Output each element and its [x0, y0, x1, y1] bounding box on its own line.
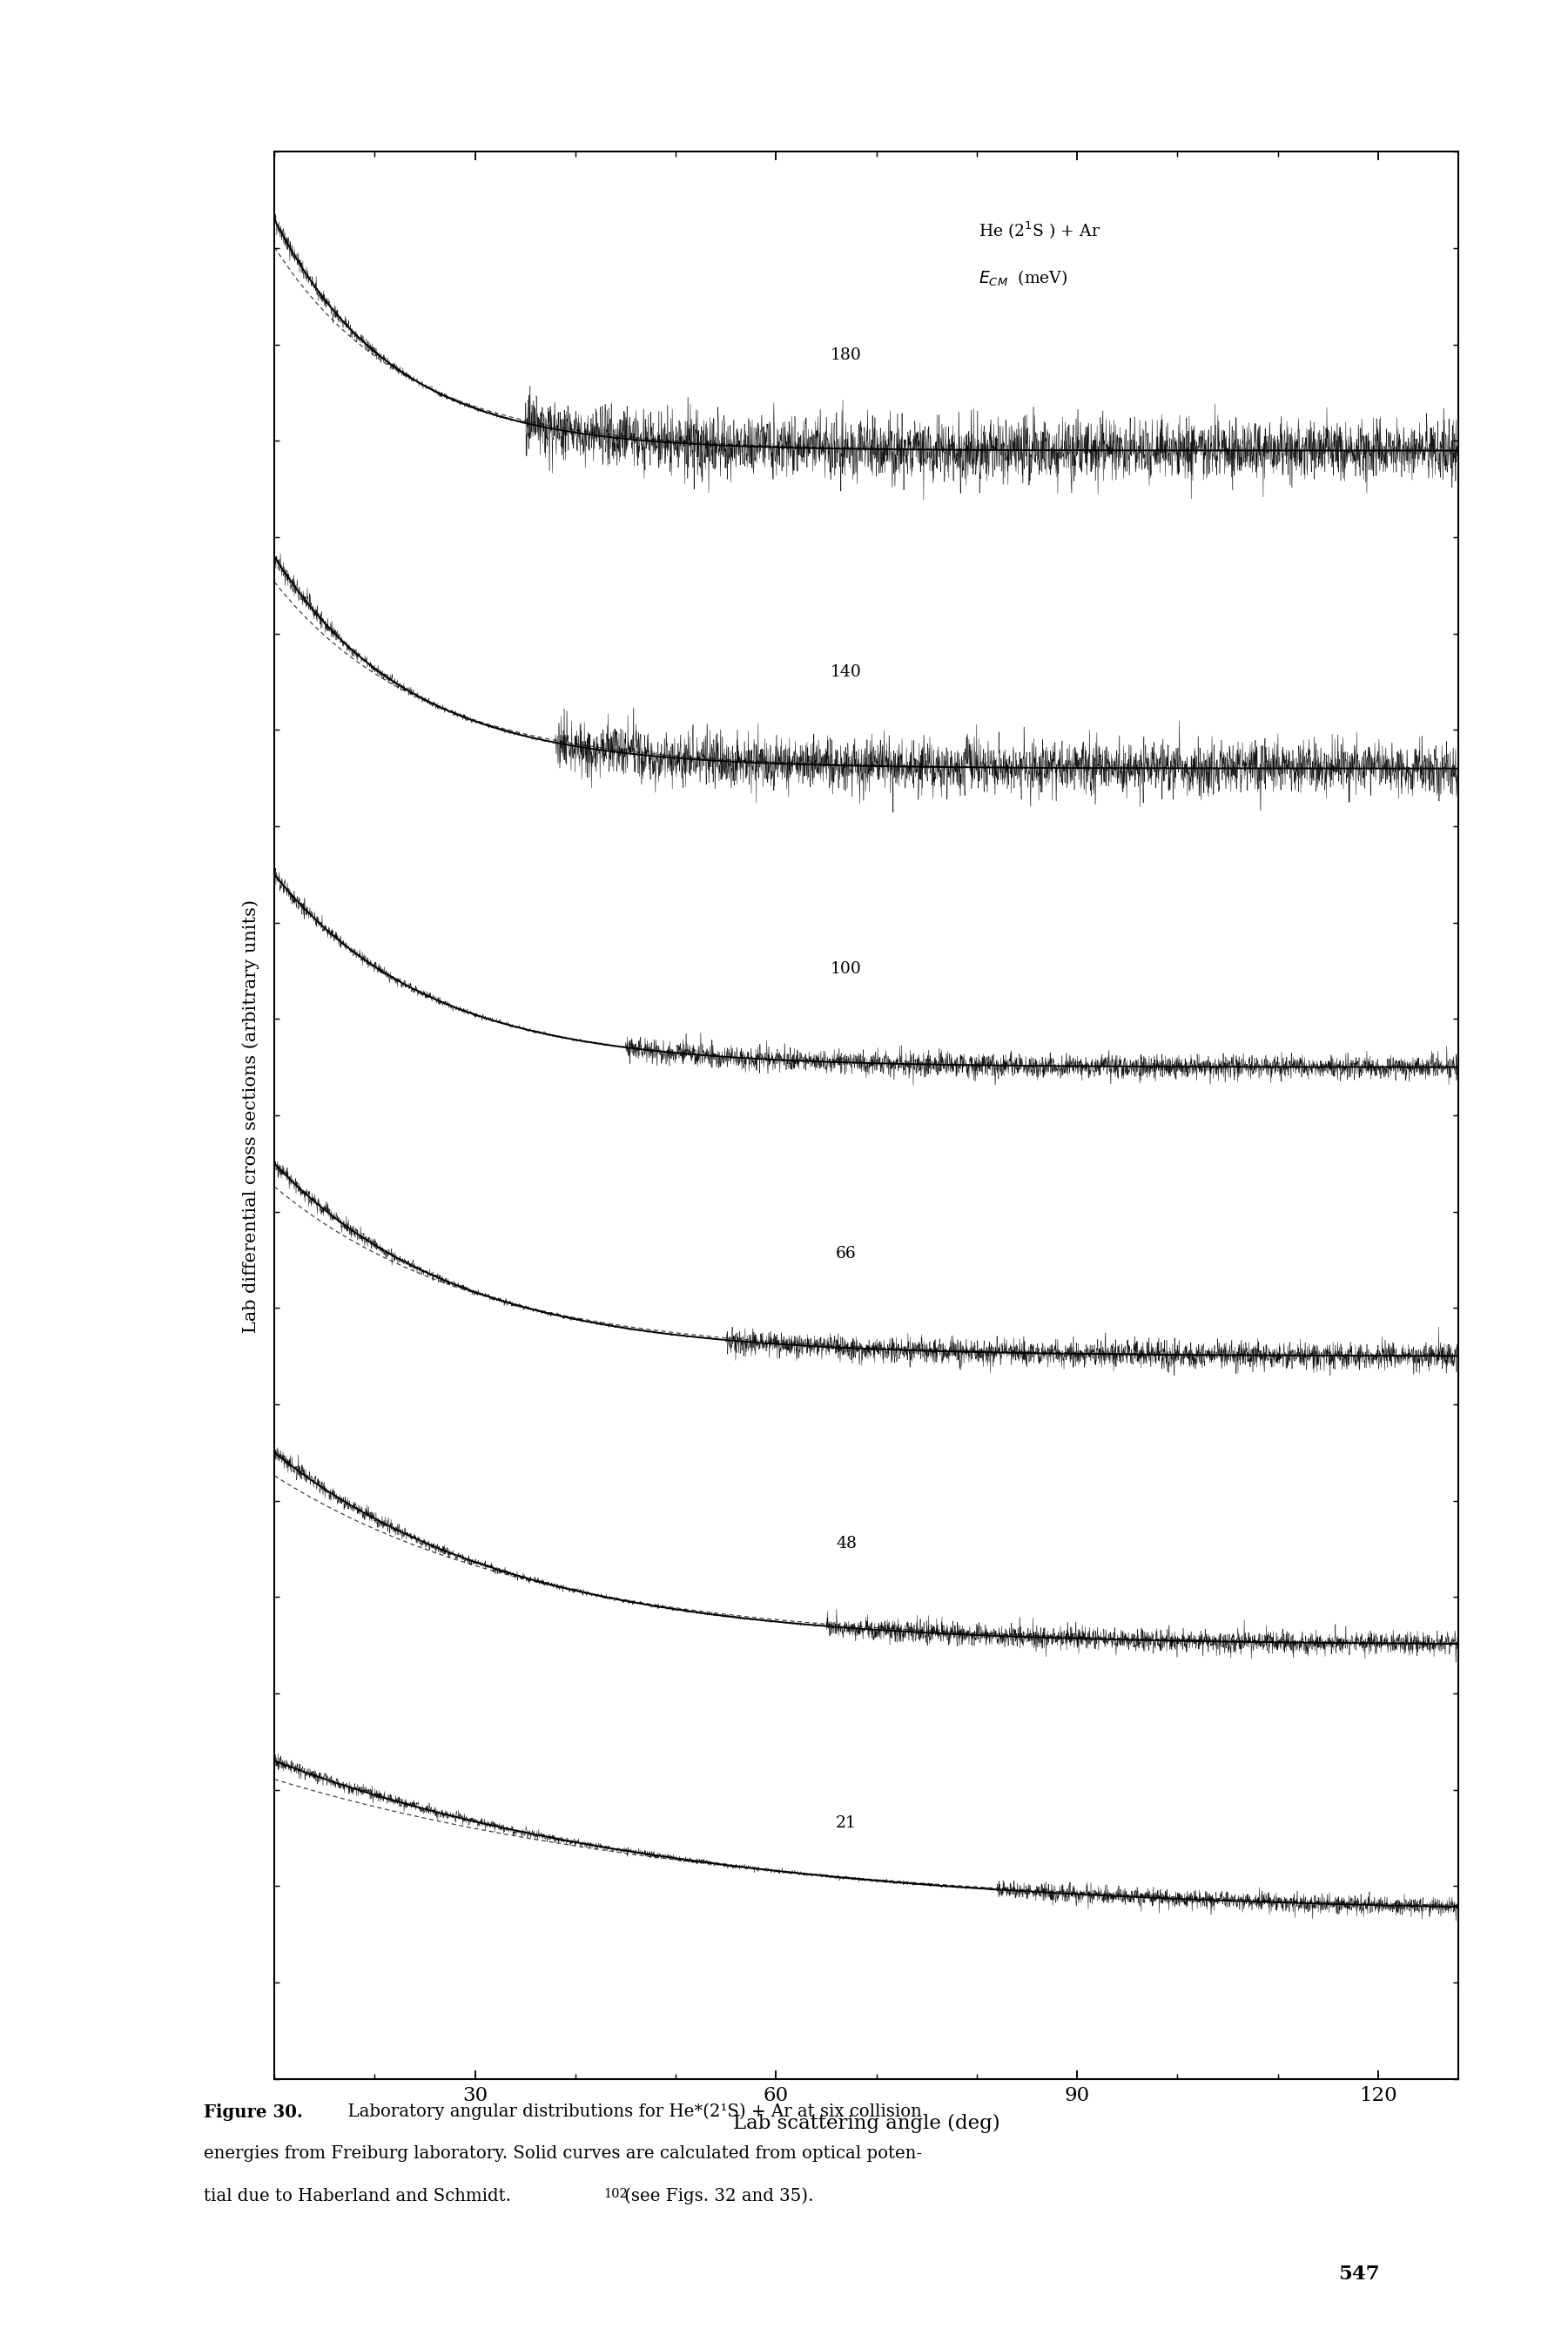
Text: 140: 140 [831, 665, 862, 679]
Text: energies from Freiburg laboratory. Solid curves are calculated from optical pote: energies from Freiburg laboratory. Solid… [204, 2145, 922, 2161]
Text: 180: 180 [831, 348, 862, 362]
Text: Figure 30.: Figure 30. [204, 2102, 303, 2119]
Text: He (2$^1$S ) + Ar: He (2$^1$S ) + Ar [978, 221, 1101, 242]
Text: $E_{CM}$  (meV): $E_{CM}$ (meV) [978, 268, 1068, 287]
Text: 66: 66 [836, 1245, 856, 1261]
X-axis label: Lab scattering angle (deg): Lab scattering angle (deg) [732, 2114, 1000, 2133]
Text: 102: 102 [604, 2187, 627, 2199]
Text: tial due to Haberland and Schmidt.: tial due to Haberland and Schmidt. [204, 2187, 511, 2203]
Text: 21: 21 [836, 1813, 856, 1830]
Text: 100: 100 [831, 961, 862, 977]
Text: 547: 547 [1339, 2264, 1380, 2283]
Text: (see Figs. 32 and 35).: (see Figs. 32 and 35). [619, 2187, 814, 2203]
Text: 48: 48 [836, 1536, 856, 1550]
Text: Laboratory angular distributions for He*(2¹S) + Ar at six collision: Laboratory angular distributions for He*… [337, 2102, 922, 2119]
Y-axis label: Lab differential cross sections (arbitrary units): Lab differential cross sections (arbitra… [241, 900, 259, 1332]
